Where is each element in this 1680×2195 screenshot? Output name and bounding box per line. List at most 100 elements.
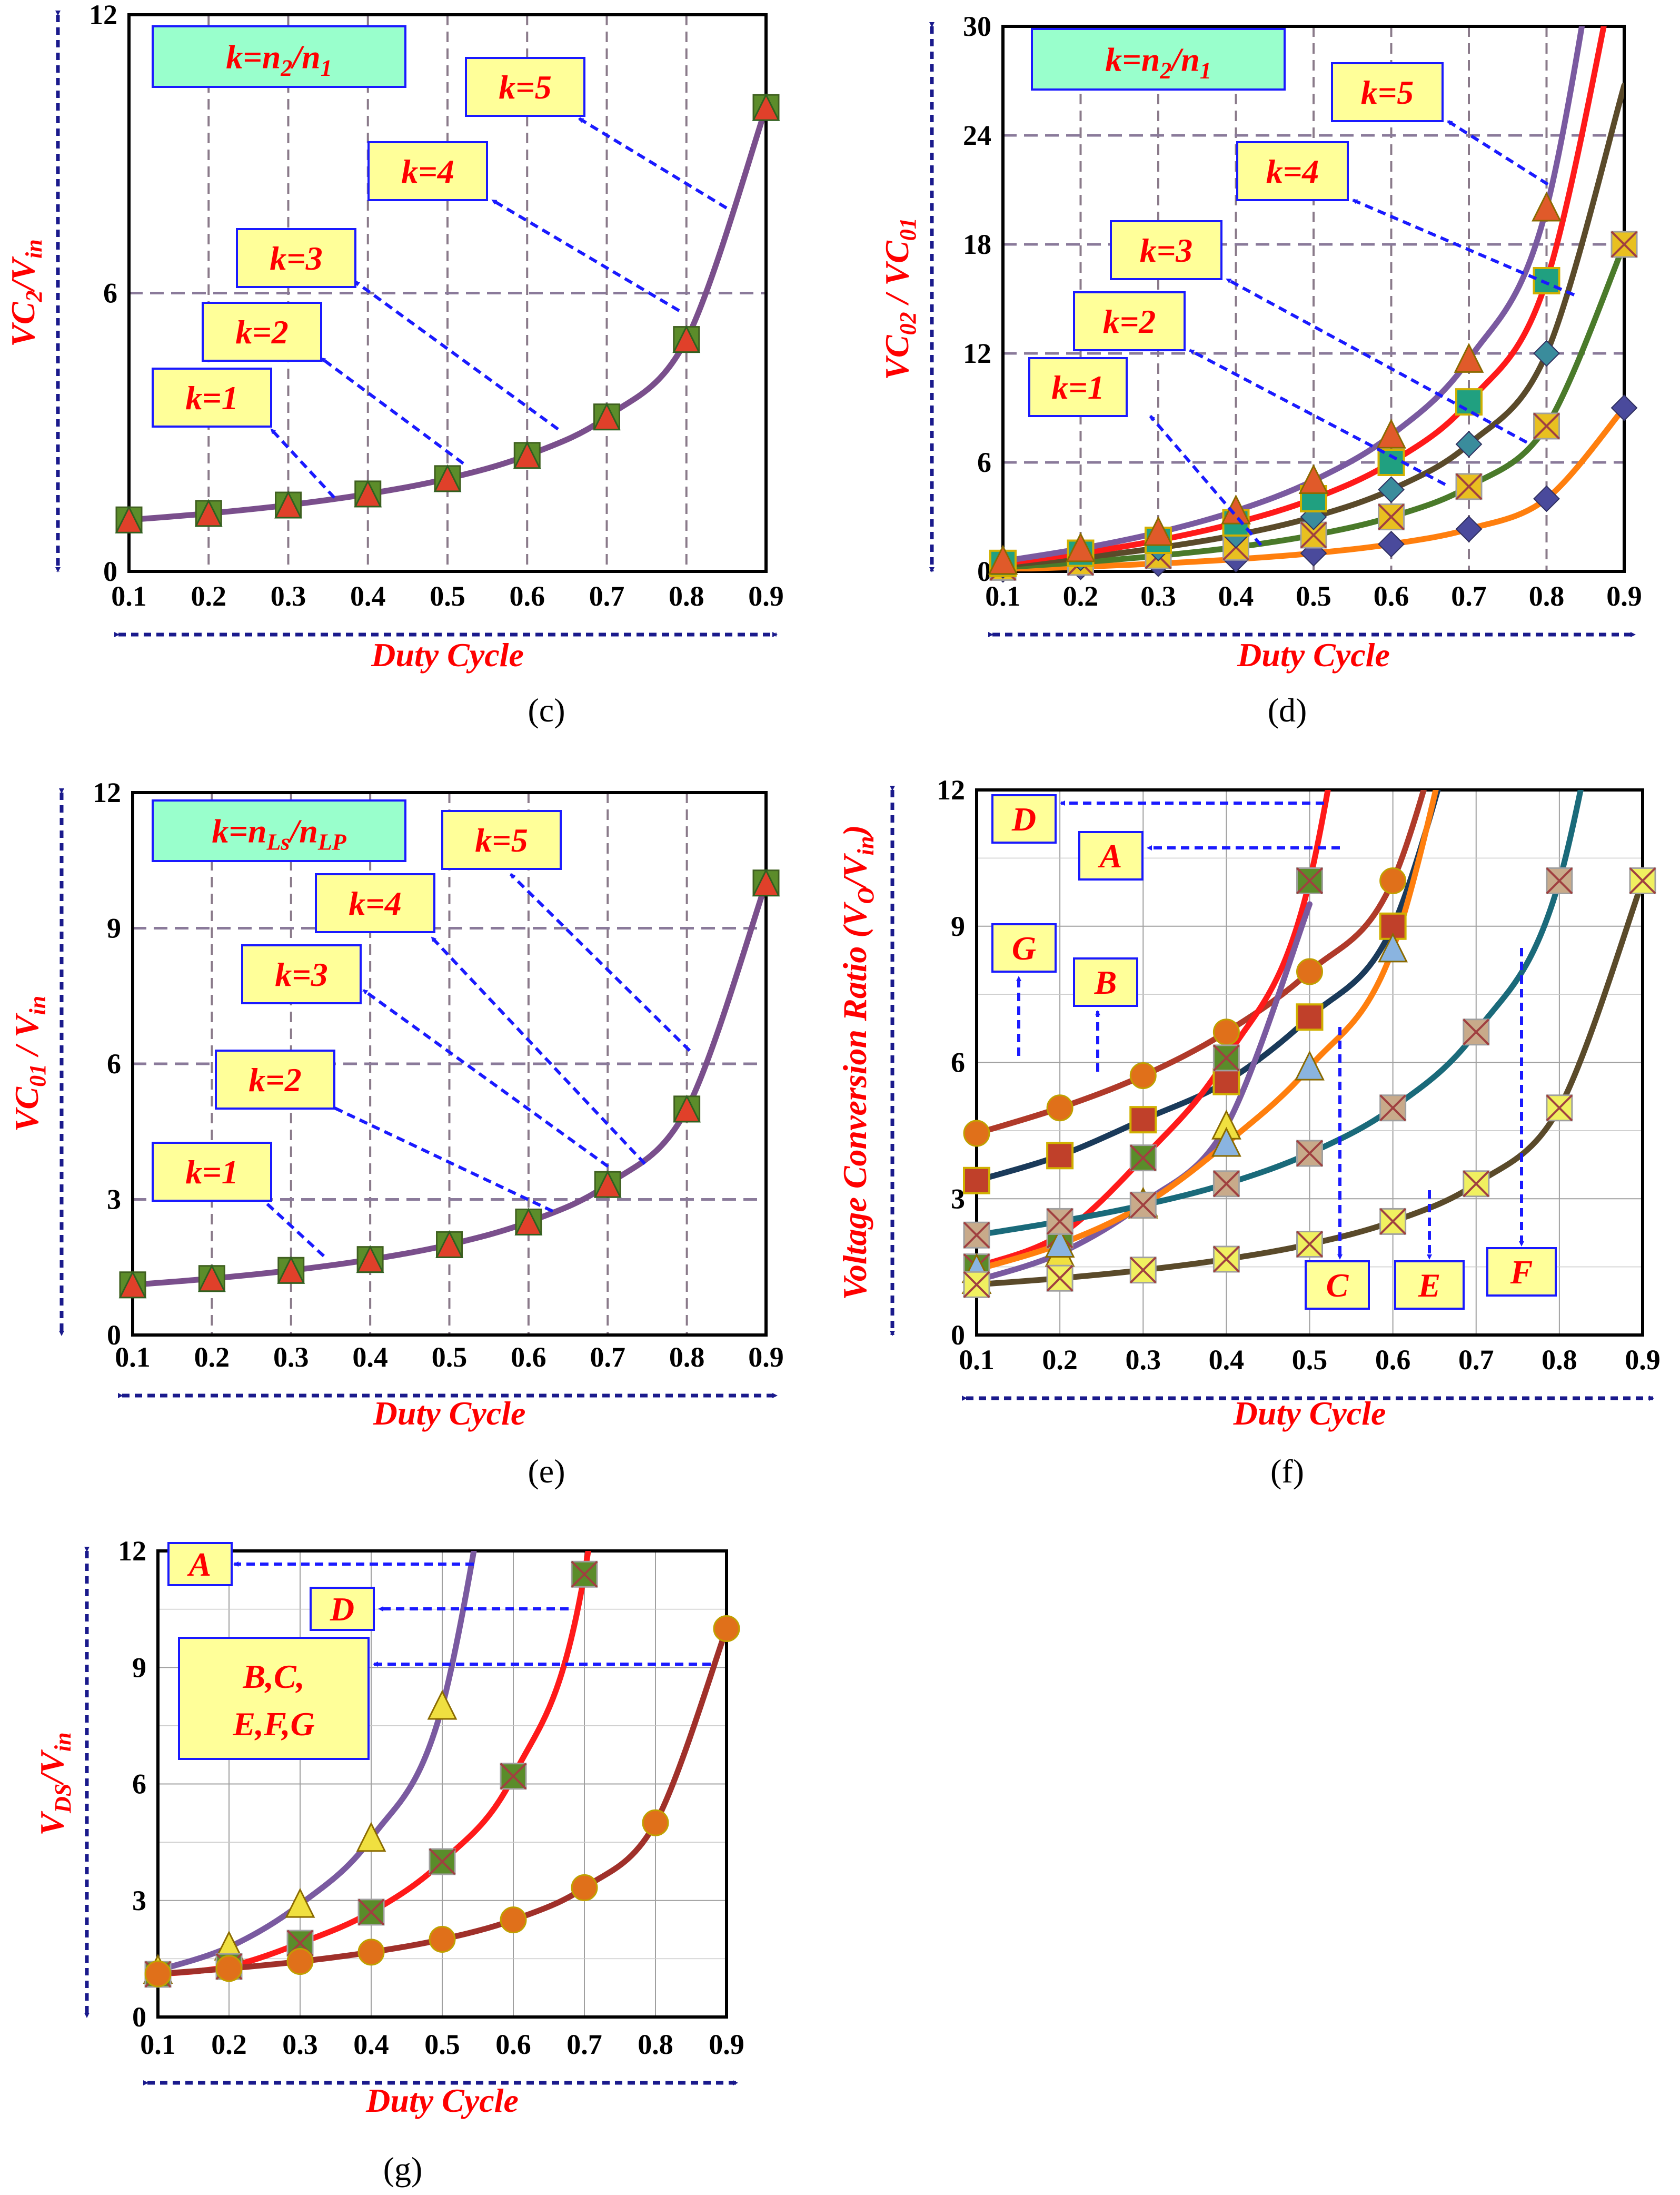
chart-g-point [713, 1615, 740, 1642]
chart-f-xtick: 0.2 [1042, 1344, 1078, 1376]
chart-f-ylabel-end: ) [836, 825, 873, 838]
chart-f-annotation-label: B [1094, 964, 1117, 1001]
chart-e-annotation-box [241, 944, 362, 1004]
chart-d-ylabel-mid: / VC [878, 240, 916, 312]
chart-f-annotation-box [1078, 831, 1144, 881]
chart-d-annotation-box [1236, 141, 1349, 201]
chart-d-title-mid: /n [1169, 41, 1199, 78]
chart-g-line-d [158, 1551, 591, 1978]
chart-f-line-c [977, 790, 1439, 1273]
chart-f-point-cross [1212, 1044, 1240, 1072]
chart-f-point [1212, 1019, 1240, 1046]
chart-f-ytick: 9 [951, 911, 965, 942]
chart-f-point-cross [1296, 867, 1323, 894]
chart-f-annotation-label: D [1011, 800, 1036, 838]
chart-c-ytick: 6 [103, 278, 117, 309]
chart-d-ytick: 6 [977, 447, 991, 478]
chart-f-ylabel-sub1: O [853, 887, 879, 904]
chart-f-point-cross [1546, 867, 1573, 894]
chart-f-point [1212, 1044, 1240, 1072]
chart-d-point [1298, 464, 1329, 494]
chart-c-ytick: 0 [103, 556, 117, 587]
chart-f-annotation-label: F [1510, 1253, 1533, 1291]
chart-g-point-cross [571, 1560, 598, 1588]
chart-e-annotation-arrow [256, 1194, 325, 1258]
chart-e-point-tri [752, 868, 780, 897]
chart-d-point-cross [1300, 521, 1327, 549]
chart-f-point [1212, 1170, 1240, 1198]
chart-c-point-tri [672, 325, 701, 353]
chart-g-xtick: 0.8 [638, 2029, 673, 2060]
chart-g-ytick: 3 [132, 1885, 146, 1916]
chart-c-annotation: k=4 [367, 141, 680, 312]
chart-f-point [1379, 1208, 1407, 1235]
chart-e-ylabel-sub2: in [25, 996, 51, 1015]
chart-d-xtick: 0.2 [1063, 580, 1099, 612]
chart-f-point-cross [1463, 1170, 1490, 1198]
chart-d-xlabel: Duty Cycle [1237, 636, 1390, 674]
chart-f-annotation: E [1394, 1190, 1465, 1310]
chart-e-point [435, 1230, 463, 1258]
chart-e-xtick: 0.5 [432, 1341, 468, 1373]
chart-g-point [571, 1560, 598, 1588]
chart-f-xtick: 0.1 [959, 1344, 995, 1376]
chart-d-point [988, 545, 1018, 575]
chart-c-annotation-box [465, 57, 585, 117]
chart-e-xtick: 0.7 [590, 1341, 626, 1373]
chart-e-xlabel: Duty Cycle [373, 1395, 526, 1432]
chart-d-point [1455, 473, 1483, 500]
chart-g-ylabel: VDS/Vin [33, 1732, 76, 1835]
chart-e-title-sub1: Ls [266, 829, 290, 855]
chart-c-annotation-arrow [578, 117, 728, 210]
chart-f-ytick: 0 [951, 1319, 965, 1351]
chart-d-annotation-label: k=2 [1103, 303, 1156, 340]
chart-c-point [752, 93, 780, 121]
chart-c-point-tri [513, 441, 541, 469]
chart-d-xtick: 0.3 [1140, 580, 1176, 612]
chart-d-annotation-label: k=3 [1140, 232, 1192, 269]
chart-g-markers [143, 1560, 740, 1988]
chart-g-annotation-label: A [187, 1546, 212, 1583]
chart-f-point [1129, 1191, 1157, 1219]
chart-f-annotation: D [991, 794, 1324, 844]
chart-e-point-tri [277, 1255, 305, 1284]
chart-g-point [356, 1822, 386, 1852]
chart-f-annotation-box [1073, 957, 1138, 1007]
chart-d-xtick: 0.1 [985, 580, 1021, 612]
chart-d-point [1533, 485, 1560, 512]
chart-g-annotation-box [167, 1542, 233, 1586]
chart-c-point [672, 325, 701, 353]
chart-e-point [514, 1208, 543, 1235]
chart-f-point-cross [1379, 1208, 1407, 1235]
chart-f-point [1129, 1144, 1157, 1172]
chart-e-ytick: 3 [107, 1184, 121, 1215]
chart-e-annotation: k=4 [315, 873, 647, 1165]
chart-f-point-cross [1129, 1144, 1157, 1172]
chart-g-point [427, 1689, 458, 1720]
chart-e-point-tri [435, 1230, 463, 1258]
chart-f-point [1295, 1050, 1325, 1081]
chart-d-annotation: k=5 [1331, 62, 1549, 186]
chart-c-ylabel-main: VC [4, 301, 42, 347]
chart-f-point-cross [1129, 1257, 1157, 1284]
chart-g: 0.1 0.2 0.3 0.4 0.5 0.6 0.7 0.8 0.9 0 3 6 9 12 Duty Cy… [33, 1535, 744, 2188]
chart-g-annotation: A [167, 1542, 474, 1586]
chart-d-title-main: k=n [1105, 41, 1160, 78]
chart-c-point-tri [274, 490, 302, 519]
chart-d-point [1376, 418, 1406, 449]
chart-c-point-tri [194, 499, 223, 527]
chart-c-point [433, 464, 462, 492]
chart-f-annotation-label: E [1418, 1267, 1441, 1304]
chart-d-xtick: 0.7 [1451, 580, 1487, 612]
chart-d-point-cross [1533, 412, 1560, 440]
chart-c-ylabel-sub1: 2 [21, 290, 47, 302]
chart-g-xtick: 0.1 [140, 2029, 176, 2060]
chart-e-xtick: 0.2 [194, 1341, 230, 1373]
chart-c-xlabel: Duty Cycle [371, 636, 524, 674]
chart-g-annotation-label: E,F,G [232, 1705, 314, 1743]
chart-d-point-cross [1455, 473, 1483, 500]
chart-d-point [1611, 231, 1638, 258]
chart-f-ylabel-mid: /V [836, 853, 873, 889]
chart-c-ylabel: VC2/Vin [4, 239, 47, 347]
chart-g-point [642, 1809, 669, 1836]
